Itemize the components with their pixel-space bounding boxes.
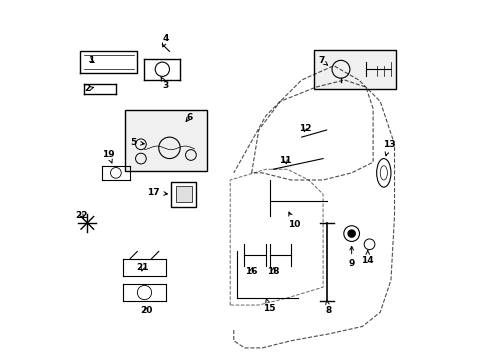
FancyBboxPatch shape xyxy=(176,186,191,202)
Text: 11: 11 xyxy=(279,156,291,165)
Text: 18: 18 xyxy=(266,267,279,276)
Text: 4: 4 xyxy=(162,35,169,47)
FancyBboxPatch shape xyxy=(171,182,196,207)
Text: 22: 22 xyxy=(76,211,88,220)
Text: 21: 21 xyxy=(136,263,149,272)
Text: 19: 19 xyxy=(102,150,115,163)
Text: 10: 10 xyxy=(288,212,300,229)
Text: 6: 6 xyxy=(185,113,192,122)
Text: 8: 8 xyxy=(325,300,331,315)
Text: 3: 3 xyxy=(161,77,169,90)
Text: 20: 20 xyxy=(140,306,152,315)
Text: 5: 5 xyxy=(130,138,144,147)
Text: 16: 16 xyxy=(245,267,257,276)
Text: 2: 2 xyxy=(84,84,93,93)
Text: 14: 14 xyxy=(361,250,373,265)
FancyBboxPatch shape xyxy=(124,111,206,171)
Text: 9: 9 xyxy=(348,246,354,269)
Circle shape xyxy=(347,230,354,237)
Text: 7: 7 xyxy=(318,56,327,65)
Text: 12: 12 xyxy=(298,124,311,133)
FancyBboxPatch shape xyxy=(313,50,395,89)
Text: 17: 17 xyxy=(147,188,167,197)
Text: 1: 1 xyxy=(87,56,94,65)
Text: 13: 13 xyxy=(382,140,395,156)
Text: 15: 15 xyxy=(263,298,275,313)
